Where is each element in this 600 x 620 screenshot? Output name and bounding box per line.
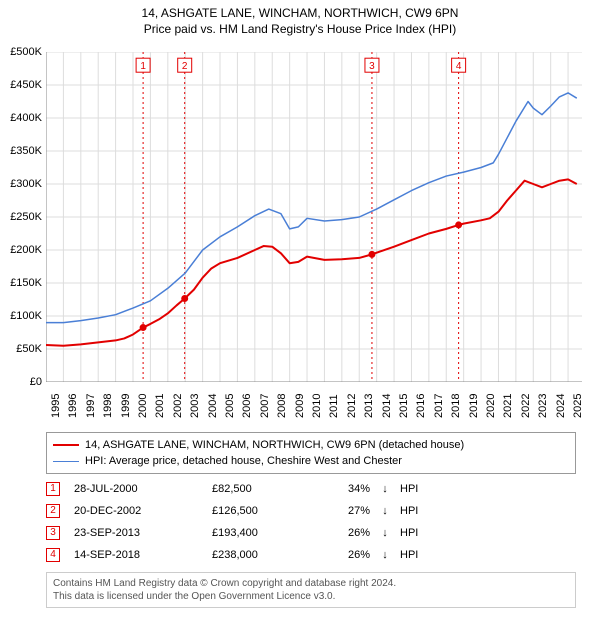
x-tick-label: 1997: [85, 394, 97, 418]
sale-price: £126,500: [212, 505, 312, 517]
svg-text:3: 3: [369, 61, 375, 72]
x-tick-label: 2007: [259, 394, 271, 418]
x-tick-label: 2022: [520, 394, 532, 418]
legend-item: 14, ASHGATE LANE, WINCHAM, NORTHWICH, CW…: [53, 437, 569, 453]
sale-row: 4 14-SEP-2018 £238,000 26% ↓ HPI: [46, 544, 576, 566]
x-tick-label: 2009: [294, 394, 306, 418]
sale-diff: 34%: [320, 483, 370, 495]
x-tick-label: 2025: [572, 394, 584, 418]
y-tick-label: £500K: [10, 46, 42, 58]
legend: 14, ASHGATE LANE, WINCHAM, NORTHWICH, CW…: [46, 432, 576, 474]
x-tick-label: 2016: [415, 394, 427, 418]
chart-titles: 14, ASHGATE LANE, WINCHAM, NORTHWICH, CW…: [0, 0, 600, 36]
y-tick-label: £0: [30, 376, 42, 388]
sale-hpi-label: HPI: [400, 483, 440, 495]
x-tick-label: 2013: [363, 394, 375, 418]
plot-area: 1 2 3 4: [46, 52, 582, 382]
legend-label: 14, ASHGATE LANE, WINCHAM, NORTHWICH, CW…: [85, 437, 464, 453]
x-tick-label: 1995: [50, 394, 62, 418]
sale-marker-icon: 1: [46, 482, 60, 496]
sale-diff: 26%: [320, 527, 370, 539]
x-tick-label: 2014: [381, 394, 393, 418]
sale-date: 14-SEP-2018: [74, 549, 204, 561]
attribution-line2: This data is licensed under the Open Gov…: [53, 590, 569, 603]
x-tick-label: 2002: [172, 394, 184, 418]
sale-price: £238,000: [212, 549, 312, 561]
x-tick-label: 2010: [311, 394, 323, 418]
x-tick-label: 2024: [555, 394, 567, 418]
x-tick-label: 2018: [450, 394, 462, 418]
svg-text:1: 1: [140, 61, 146, 72]
down-arrow-icon: ↓: [378, 505, 392, 517]
legend-label: HPI: Average price, detached house, Ches…: [85, 453, 402, 469]
sales-table: 1 28-JUL-2000 £82,500 34% ↓ HPI 2 20-DEC-2002 £1…: [46, 478, 576, 566]
x-tick-label: 2019: [468, 394, 480, 418]
sale-price: £193,400: [212, 527, 312, 539]
x-tick-label: 2012: [346, 394, 358, 418]
sale-marker-icon: 3: [46, 526, 60, 540]
x-tick-label: 2001: [154, 394, 166, 418]
sale-marker-icon: 4: [46, 548, 60, 562]
sale-diff: 26%: [320, 549, 370, 561]
x-tick-label: 2004: [207, 394, 219, 418]
x-tick-label: 2011: [328, 394, 340, 418]
svg-text:4: 4: [456, 61, 462, 72]
x-tick-label: 1998: [102, 394, 114, 418]
y-tick-label: £300K: [10, 178, 42, 190]
sale-hpi-label: HPI: [400, 505, 440, 517]
y-tick-label: £350K: [10, 145, 42, 157]
sale-date: 28-JUL-2000: [74, 483, 204, 495]
down-arrow-icon: ↓: [378, 483, 392, 495]
y-tick-label: £100K: [10, 310, 42, 322]
sale-price: £82,500: [212, 483, 312, 495]
y-tick-label: £150K: [10, 277, 42, 289]
title-subtitle: Price paid vs. HM Land Registry's House …: [0, 22, 600, 36]
x-tick-label: 2008: [276, 394, 288, 418]
y-tick-label: £50K: [16, 343, 42, 355]
sale-marker-icon: 2: [46, 504, 60, 518]
sale-hpi-label: HPI: [400, 527, 440, 539]
x-tick-label: 2020: [485, 394, 497, 418]
x-tick-label: 2015: [398, 394, 410, 418]
x-tick-label: 2000: [137, 394, 149, 418]
svg-text:2: 2: [182, 61, 188, 72]
sale-date: 20-DEC-2002: [74, 505, 204, 517]
x-tick-label: 2006: [241, 394, 253, 418]
down-arrow-icon: ↓: [378, 549, 392, 561]
chart-container: 14, ASHGATE LANE, WINCHAM, NORTHWICH, CW…: [0, 0, 600, 620]
x-tick-label: 2003: [189, 394, 201, 418]
legend-swatch: [53, 444, 79, 446]
sale-hpi-label: HPI: [400, 549, 440, 561]
sale-row: 2 20-DEC-2002 £126,500 27% ↓ HPI: [46, 500, 576, 522]
x-tick-label: 1999: [120, 394, 132, 418]
y-tick-label: £400K: [10, 112, 42, 124]
sale-date: 23-SEP-2013: [74, 527, 204, 539]
sale-diff: 27%: [320, 505, 370, 517]
title-address: 14, ASHGATE LANE, WINCHAM, NORTHWICH, CW…: [0, 6, 600, 20]
y-axis-labels: £0£50K£100K£150K£200K£250K£300K£350K£400…: [0, 52, 46, 382]
y-tick-label: £450K: [10, 79, 42, 91]
legend-swatch: [53, 461, 79, 462]
y-tick-label: £250K: [10, 211, 42, 223]
x-tick-label: 2021: [502, 394, 514, 418]
attribution: Contains HM Land Registry data © Crown c…: [46, 572, 576, 608]
legend-item: HPI: Average price, detached house, Ches…: [53, 453, 569, 469]
x-tick-label: 2023: [537, 394, 549, 418]
x-tick-label: 1996: [67, 394, 79, 418]
chart-svg: 1 2 3 4: [46, 52, 582, 382]
sale-row: 1 28-JUL-2000 £82,500 34% ↓ HPI: [46, 478, 576, 500]
x-tick-label: 2005: [224, 394, 236, 418]
x-tick-label: 2017: [433, 394, 445, 418]
sale-row: 3 23-SEP-2013 £193,400 26% ↓ HPI: [46, 522, 576, 544]
down-arrow-icon: ↓: [378, 527, 392, 539]
y-tick-label: £200K: [10, 244, 42, 256]
attribution-line1: Contains HM Land Registry data © Crown c…: [53, 577, 569, 590]
